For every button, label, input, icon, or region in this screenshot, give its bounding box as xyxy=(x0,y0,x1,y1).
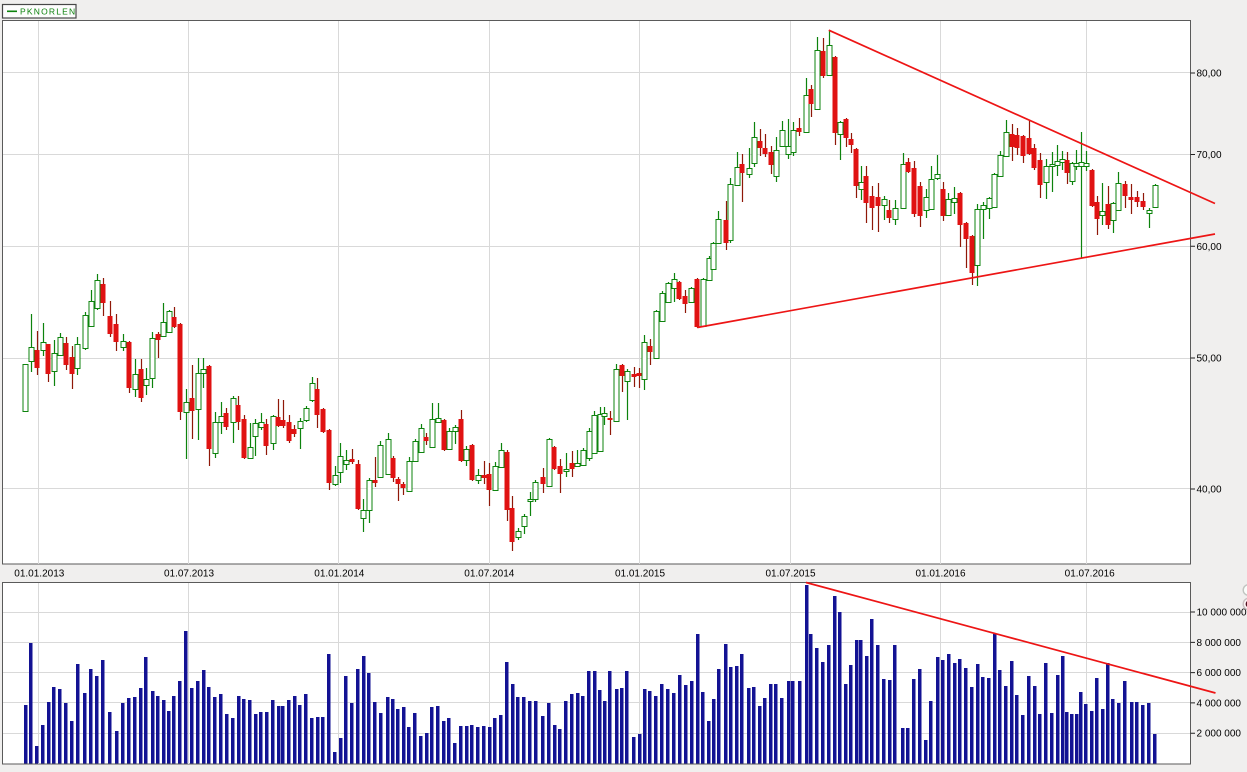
svg-text:01.01.2015: 01.01.2015 xyxy=(615,569,665,580)
svg-text:01.07.2015: 01.07.2015 xyxy=(765,569,815,580)
svg-text:01.07.2013: 01.07.2013 xyxy=(164,569,214,580)
svg-text:6 000 000: 6 000 000 xyxy=(1197,668,1242,679)
svg-text:40,00: 40,00 xyxy=(1197,485,1222,496)
svg-text:4 000 000: 4 000 000 xyxy=(1197,698,1242,709)
svg-text:60,00: 60,00 xyxy=(1197,242,1222,253)
svg-text:01.01.2013: 01.01.2013 xyxy=(14,569,64,580)
svg-text:01.01.2016: 01.01.2016 xyxy=(915,569,965,580)
svg-text:PKNORLEN: PKNORLEN xyxy=(20,7,76,17)
svg-text:2 000 000: 2 000 000 xyxy=(1197,729,1242,740)
svg-text:80,00: 80,00 xyxy=(1197,69,1222,80)
svg-text:01.01.2014: 01.01.2014 xyxy=(314,569,364,580)
svg-text:8 000 000: 8 000 000 xyxy=(1197,638,1242,649)
svg-text:50,00: 50,00 xyxy=(1197,354,1222,365)
svg-text:10 000 000: 10 000 000 xyxy=(1197,608,1247,619)
svg-text:01.07.2014: 01.07.2014 xyxy=(464,569,514,580)
svg-text:01.07.2016: 01.07.2016 xyxy=(1065,569,1115,580)
svg-text:70,00: 70,00 xyxy=(1197,150,1222,161)
